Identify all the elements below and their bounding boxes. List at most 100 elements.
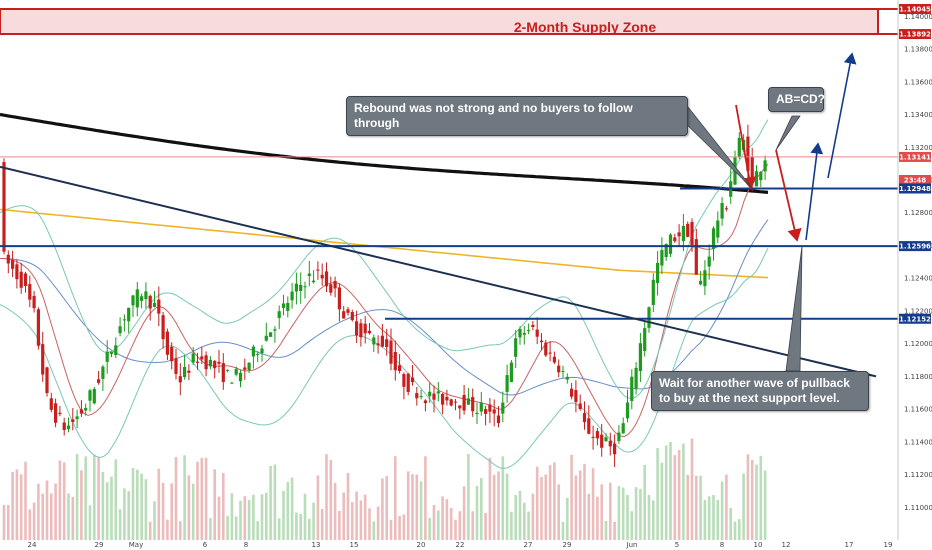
candle-body	[372, 337, 376, 345]
volume-bar	[342, 492, 345, 540]
volume-bar	[682, 443, 685, 540]
volume-bar	[617, 485, 621, 540]
candle-body	[509, 362, 513, 383]
candle-body	[19, 271, 23, 288]
candle-body	[402, 374, 406, 387]
time-tick-label: 6	[203, 541, 208, 549]
volume-bar	[183, 455, 186, 540]
candle-body	[531, 324, 535, 327]
candle-body	[71, 419, 75, 422]
volume-bar	[114, 459, 118, 540]
candle-body	[445, 396, 449, 401]
price-tick-label: 1.12800	[904, 209, 932, 217]
candle-body	[415, 393, 419, 399]
candle-body	[45, 367, 49, 394]
volume-bar	[312, 502, 315, 540]
volume-bar	[329, 459, 333, 540]
candle-body	[170, 346, 174, 362]
volume-bar	[247, 499, 251, 540]
volume-bar	[480, 477, 483, 540]
candle-body	[204, 355, 208, 370]
price-tick-label: 1.11000	[904, 504, 932, 512]
rebound-callout: Rebound was not strong and no buyers to …	[346, 96, 688, 136]
candle-body	[518, 328, 522, 338]
volume-bar	[161, 482, 165, 540]
candle-body	[484, 409, 488, 414]
volume-bar	[441, 496, 444, 540]
volume-bar	[105, 482, 109, 540]
candle-body	[54, 403, 58, 423]
candle-body	[591, 436, 595, 438]
volume-bar	[643, 464, 646, 540]
volume-bar	[570, 454, 573, 540]
price-tag-box	[899, 4, 931, 14]
candle-body	[41, 344, 45, 375]
volume-bar	[170, 483, 173, 540]
volume-bar	[222, 473, 225, 540]
candle-body	[144, 291, 148, 300]
time-tick-label: May	[129, 541, 143, 549]
volume-bar	[50, 493, 53, 540]
volume-bar	[411, 474, 414, 540]
candle-body	[492, 409, 496, 414]
candle-body	[539, 340, 544, 343]
volume-bar	[544, 474, 548, 540]
volume-bar	[45, 480, 49, 540]
volume-bar	[669, 441, 672, 540]
ma-blue-line	[0, 219, 769, 396]
candle-body	[234, 369, 238, 375]
volume-bar	[626, 494, 629, 540]
volume-bar	[660, 462, 664, 540]
candle-body	[200, 356, 204, 360]
volume-bar	[273, 464, 277, 540]
price-tag-box	[899, 183, 931, 194]
candle-body	[432, 393, 436, 400]
volume-bar	[402, 514, 406, 540]
volume-bar	[750, 459, 754, 540]
volume-bar	[677, 450, 681, 540]
candlesticks	[2, 124, 767, 468]
volume-bar	[673, 455, 677, 540]
time-tick-label: 29	[563, 541, 572, 549]
volume-bar	[252, 494, 255, 540]
candle-body	[230, 382, 234, 384]
candle-body	[570, 388, 574, 397]
price-tick-label: 1.14000	[904, 13, 932, 21]
price-tag-label: 23:48	[904, 177, 926, 185]
volume-bar	[583, 463, 586, 540]
candle-body	[324, 271, 329, 287]
volume-bar	[488, 457, 492, 540]
volume-bar	[609, 482, 612, 540]
candle-body	[333, 281, 337, 289]
volume-bar	[557, 484, 560, 540]
candle-body	[488, 404, 492, 412]
volume-bar	[372, 521, 376, 540]
volume-bar	[656, 448, 659, 540]
candle-body	[720, 202, 724, 219]
candle-body	[398, 365, 402, 371]
volume-bar	[733, 521, 737, 540]
volume-bar	[652, 500, 655, 540]
candle-body	[58, 412, 62, 415]
candle-body	[303, 286, 307, 288]
candle-body	[247, 362, 251, 371]
price-tick-label: 1.13400	[904, 111, 932, 119]
volume-bar	[596, 496, 599, 540]
volume-bar	[424, 456, 427, 540]
candle-body	[23, 273, 28, 286]
volume-bar	[475, 485, 479, 540]
volume-bar	[746, 454, 750, 540]
candle-body	[355, 321, 359, 336]
candle-body	[711, 228, 716, 250]
volume-bar	[80, 470, 83, 540]
candle-body	[66, 425, 71, 430]
volume-bar	[458, 511, 462, 540]
candle-body	[2, 161, 6, 252]
ma-orange-line	[0, 208, 769, 279]
candle-body	[238, 372, 243, 382]
candle-body	[501, 402, 505, 414]
price-tick-label: 1.12000	[904, 340, 932, 348]
volume-bar	[574, 475, 578, 540]
candle-body	[11, 259, 15, 269]
